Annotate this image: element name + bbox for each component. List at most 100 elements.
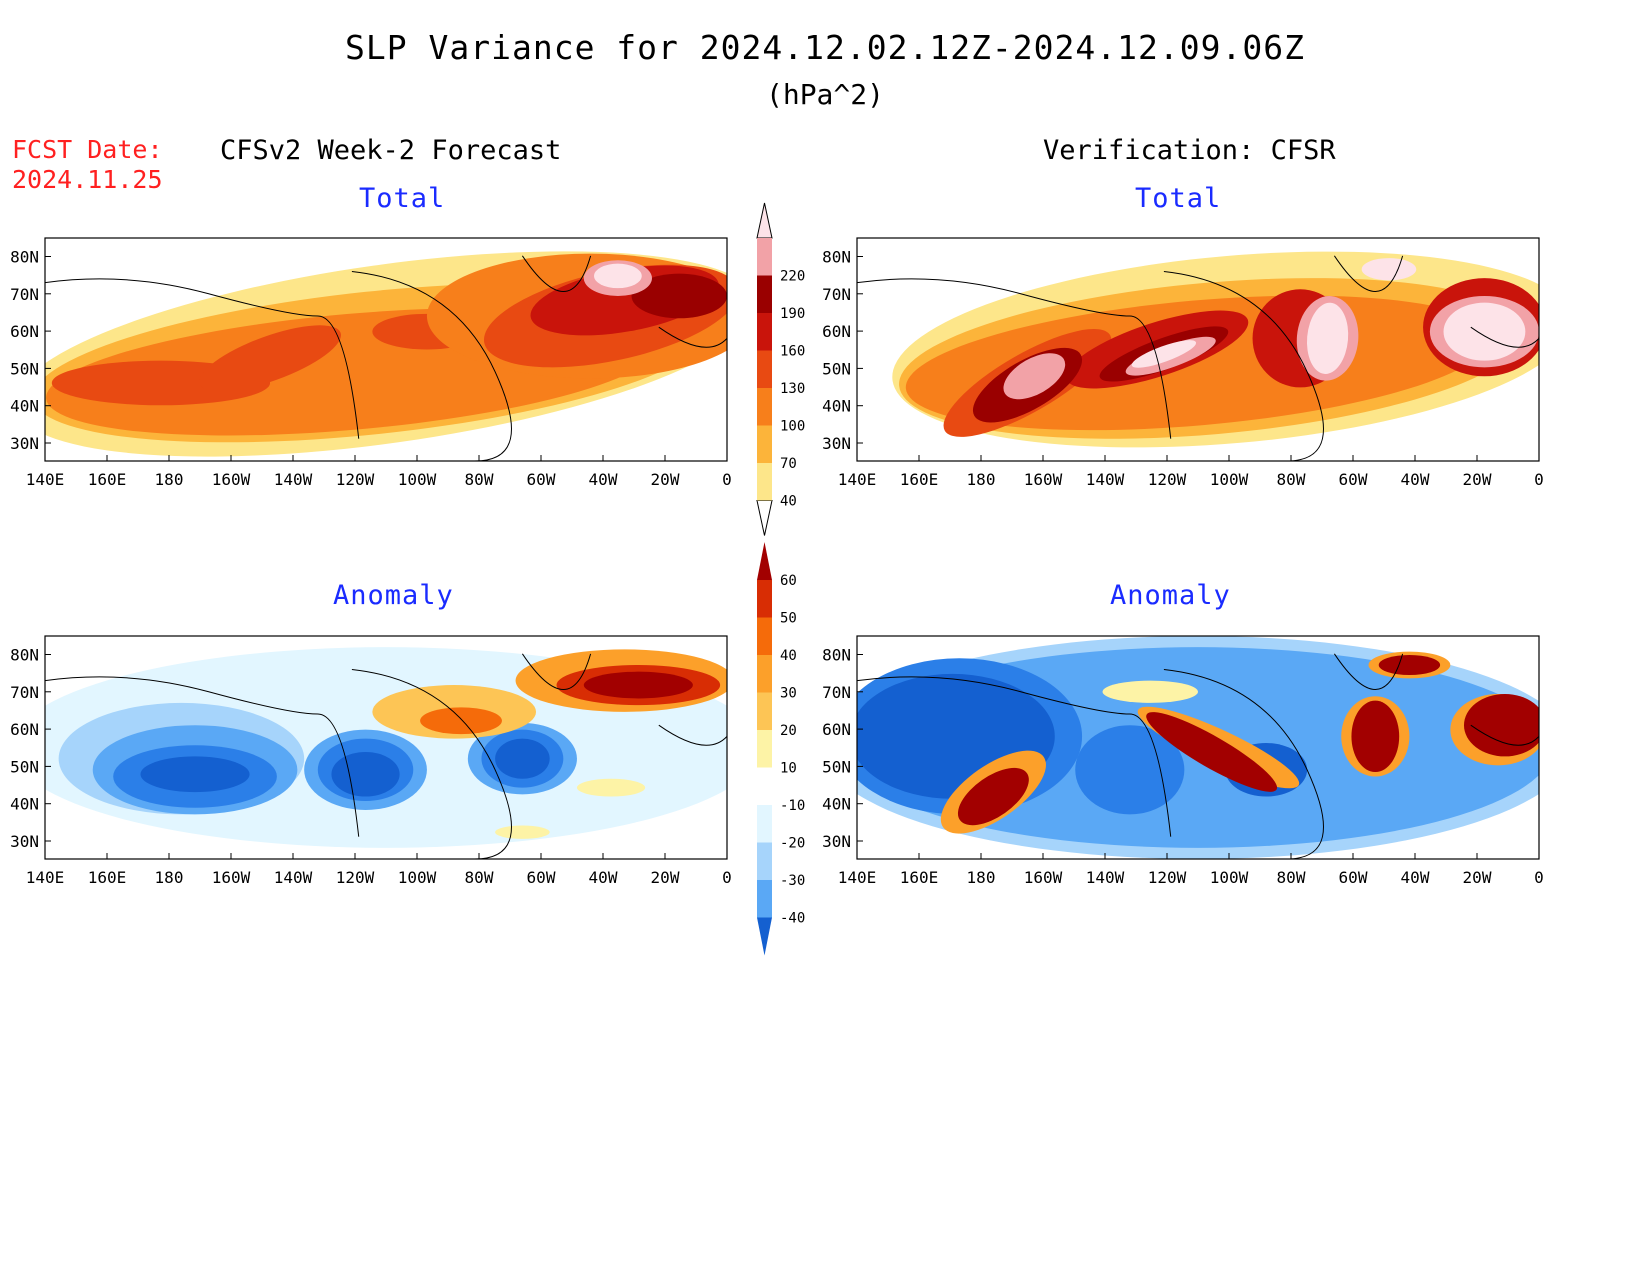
- x-tick-label: 160W: [1024, 470, 1063, 489]
- colorbar-segment: [757, 767, 772, 805]
- x-tick-label: 160E: [88, 470, 127, 489]
- right-column-heading: Verification: CFSR: [1043, 135, 1336, 166]
- colorbar-tick-label: 100: [780, 419, 805, 435]
- contour-region: [594, 263, 642, 289]
- x-tick-label: 80W: [465, 470, 494, 489]
- x-tick-label: 140W: [274, 868, 313, 887]
- x-tick-label: 120W: [1148, 868, 1187, 887]
- panel-field-fcst-anomaly: [45, 636, 727, 859]
- y-tick-label: 70N: [10, 683, 39, 702]
- colorbar-anomaly: 60 50 40 30 20 10 -10 -20 -30 -40: [757, 542, 805, 956]
- contour-region: [1361, 258, 1417, 281]
- x-tick-label: 60W: [1339, 470, 1368, 489]
- colorbar-tick-label: 50: [780, 611, 797, 627]
- coastline: [45, 653, 727, 859]
- coastline: [857, 653, 1539, 859]
- colorbar-tick-label: -10: [780, 798, 805, 814]
- panel-fcst-total: 140E 160E 180 160W 140W 120W 100W 80W 60W 40W 20W 0…: [10, 237, 732, 489]
- panel-title-fcst-total: Total: [359, 183, 446, 214]
- colorbar-extension-low: [757, 917, 772, 956]
- panel-title-verif-total: Total: [1135, 183, 1222, 214]
- colorbar-extension-low: [756, 500, 773, 536]
- panel-frame: [44, 237, 728, 462]
- panel-frame: [856, 237, 1540, 462]
- x-tick-label: 20W: [651, 868, 680, 887]
- figure-title: SLP Variance for 2024.12.02.12Z-2024.12.…: [345, 28, 1305, 67]
- colorbar-tick-label: 20: [780, 723, 797, 739]
- contour-region: [957, 767, 1029, 826]
- x-tick-label: 80W: [1277, 470, 1306, 489]
- y-tick-label: 60N: [10, 720, 39, 739]
- x-tick-label: 20W: [651, 470, 680, 489]
- coastline: [45, 255, 727, 461]
- colorbar-segment: [757, 350, 772, 388]
- x-tick-label: 180: [155, 470, 184, 489]
- contour-region: [1463, 693, 1539, 757]
- panel-field-verif-anomaly: [857, 636, 1539, 859]
- x-tick-label: 140W: [1086, 868, 1125, 887]
- x-tick-label: 60W: [527, 470, 556, 489]
- y-tick-label: 40N: [822, 795, 851, 814]
- x-tick-label: 20W: [1463, 470, 1492, 489]
- contour-region: [1102, 680, 1198, 703]
- contour-region: [1003, 353, 1066, 400]
- fcst-date-value: 2024.11.25: [12, 165, 163, 194]
- contour-region: [495, 825, 550, 839]
- colorbar-segment: [757, 655, 772, 693]
- x-tick-label: 100W: [1210, 868, 1249, 887]
- contour-region: [331, 751, 400, 797]
- x-tick-label: 180: [967, 470, 996, 489]
- coastline: [857, 255, 1539, 461]
- x-tick-label: 100W: [398, 470, 437, 489]
- colorbar-total: 40 70 100 130 160 190 220: [756, 202, 805, 536]
- colorbar-segment: [757, 580, 772, 618]
- contour-region: [1443, 302, 1526, 361]
- x-tick-label: 60W: [527, 868, 556, 887]
- panel-title-fcst-anomaly: Anomaly: [333, 580, 454, 611]
- colorbar-tick-label: 160: [780, 344, 805, 360]
- colorbar-tick-label: 60: [780, 573, 797, 589]
- panel-frame: [856, 635, 1540, 860]
- colorbar-tick-label: 190: [780, 306, 805, 322]
- x-tick-label: 180: [967, 868, 996, 887]
- y-tick-label: 80N: [822, 248, 851, 267]
- y-tick-label: 30N: [822, 832, 851, 851]
- y-tick-label: 80N: [822, 646, 851, 665]
- colorbar-tick-label: -30: [780, 873, 805, 889]
- y-tick-label: 60N: [822, 322, 851, 341]
- y-tick-label: 50N: [822, 359, 851, 378]
- x-tick-label: 80W: [465, 868, 494, 887]
- x-tick-label: 140E: [838, 868, 877, 887]
- colorbar-segment: [757, 463, 772, 501]
- y-tick-label: 70N: [822, 285, 851, 304]
- colorbar-extension-high: [756, 202, 773, 239]
- x-tick-label: 20W: [1463, 868, 1492, 887]
- panel-fcst-anomaly: 140E 160E 180 160W 140W 120W 100W 80W 60W 40W 20W 0…: [10, 635, 732, 887]
- colorbar-segment: [757, 730, 772, 768]
- contour-region: [1075, 725, 1185, 815]
- contour-region: [1378, 654, 1441, 676]
- contour-region: [576, 778, 646, 797]
- contour-region: [495, 738, 550, 779]
- x-tick-label: 60W: [1339, 868, 1368, 887]
- colorbar-segment: [757, 692, 772, 730]
- contour-region: [583, 671, 693, 699]
- y-tick-label: 80N: [10, 646, 39, 665]
- colorbar-segment: [757, 275, 772, 313]
- y-tick-label: 40N: [10, 795, 39, 814]
- contour-region: [1351, 700, 1400, 773]
- panel-verif-total: 140E 160E 180 160W 140W 120W 100W 80W 60W 40W 20W 0…: [822, 237, 1544, 489]
- colorbar-tick-label: 40: [780, 494, 797, 510]
- contour-region: [140, 756, 250, 793]
- x-tick-label: 0: [1534, 470, 1544, 489]
- y-tick-label: 30N: [822, 434, 851, 453]
- x-tick-label: 0: [1534, 868, 1544, 887]
- x-tick-label: 180: [155, 868, 184, 887]
- x-tick-label: 140E: [26, 470, 65, 489]
- x-tick-label: 40W: [589, 868, 618, 887]
- colorbar-segment: [757, 617, 772, 655]
- x-tick-label: 40W: [1401, 868, 1430, 887]
- x-tick-label: 0: [722, 470, 732, 489]
- colorbar-segment: [757, 238, 772, 276]
- y-tick-label: 50N: [822, 757, 851, 776]
